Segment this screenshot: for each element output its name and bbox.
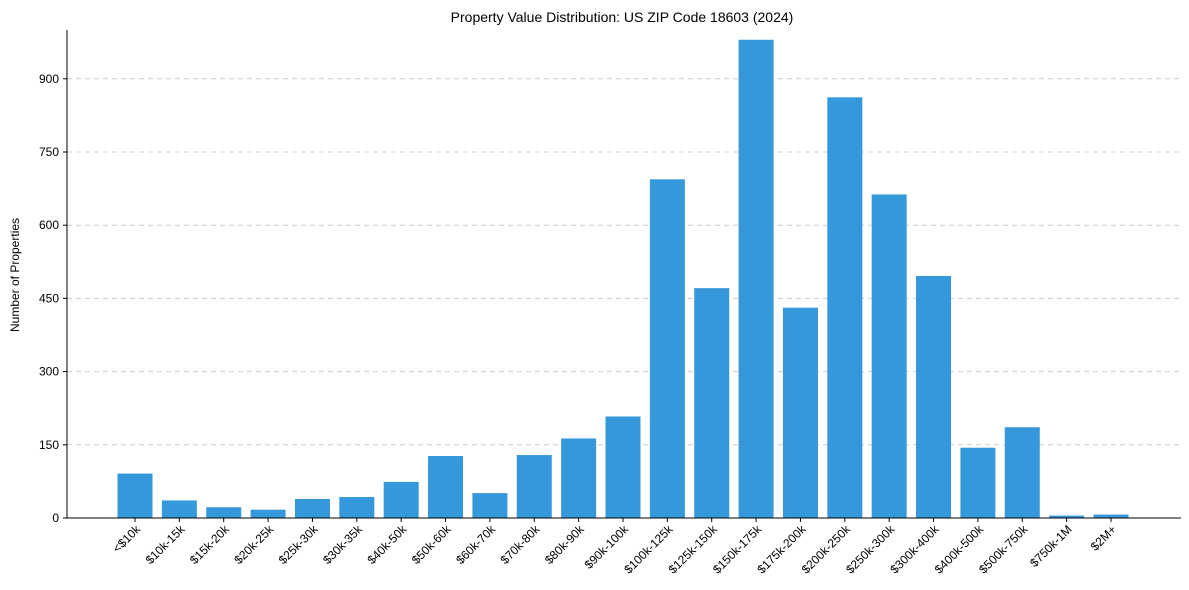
x-tick-label: <$10k: [110, 522, 144, 556]
bars: [117, 39, 1129, 519]
y-tick-label: 900: [39, 72, 59, 86]
bar: [1049, 515, 1085, 518]
x-tick-label: $80k-90k: [542, 522, 588, 568]
bar: [782, 307, 818, 518]
bar: [383, 481, 419, 518]
bar: [694, 288, 730, 518]
x-tick-label: $50k-60k: [409, 522, 455, 568]
bar: [561, 438, 597, 518]
y-tick-label: 600: [39, 218, 59, 232]
x-tick-label: $500k-750k: [976, 522, 1031, 577]
bar: [738, 39, 774, 518]
x-tick-label: $2M+: [1088, 522, 1119, 553]
bar: [649, 179, 685, 518]
x-tick-label: $15k-20k: [187, 522, 233, 568]
bar: [161, 500, 197, 518]
x-tick-label: $750k-1M: [1027, 522, 1075, 570]
x-tick-label: $20k-25k: [231, 522, 277, 568]
axes: [63, 30, 1181, 522]
x-tick-labels: <$10k $10k-15k $15k-20k $20k-25k $25k-30k $30…: [110, 522, 1119, 577]
bar: [871, 194, 907, 518]
x-tick-label: $70k-80k: [498, 522, 544, 568]
bar: [1004, 427, 1040, 518]
x-tick-label: $40k-50k: [364, 522, 410, 568]
x-tick-label: $25k-30k: [276, 522, 322, 568]
y-tick-label: 450: [39, 291, 59, 305]
y-tick-label: 300: [39, 365, 59, 379]
bar: [916, 275, 952, 518]
bar: [339, 497, 375, 518]
gridlines: [67, 78, 1181, 446]
bar: [294, 498, 330, 518]
bar: [206, 507, 242, 518]
y-axis-label: Number of Properties: [8, 218, 22, 332]
bar: [250, 509, 286, 518]
x-tick-label: $30k-35k: [320, 522, 366, 568]
bar: [1093, 514, 1129, 518]
chart-title: Property Value Distribution: US ZIP Code…: [451, 9, 794, 25]
bar: [117, 473, 153, 518]
bar: [516, 455, 552, 518]
x-tick-label: $10k-15k: [143, 522, 189, 568]
y-tick-label: 150: [39, 438, 59, 452]
x-tick-label: $60k-70k: [453, 522, 499, 568]
y-tick-label: 0: [52, 511, 59, 525]
y-tick-labels: 0 150 300 450 600 750 900: [39, 72, 59, 525]
bar: [827, 97, 863, 519]
bar: [472, 493, 508, 518]
bar: [605, 416, 641, 518]
bar: [960, 447, 996, 518]
bar: [428, 456, 464, 518]
y-tick-label: 750: [39, 145, 59, 159]
